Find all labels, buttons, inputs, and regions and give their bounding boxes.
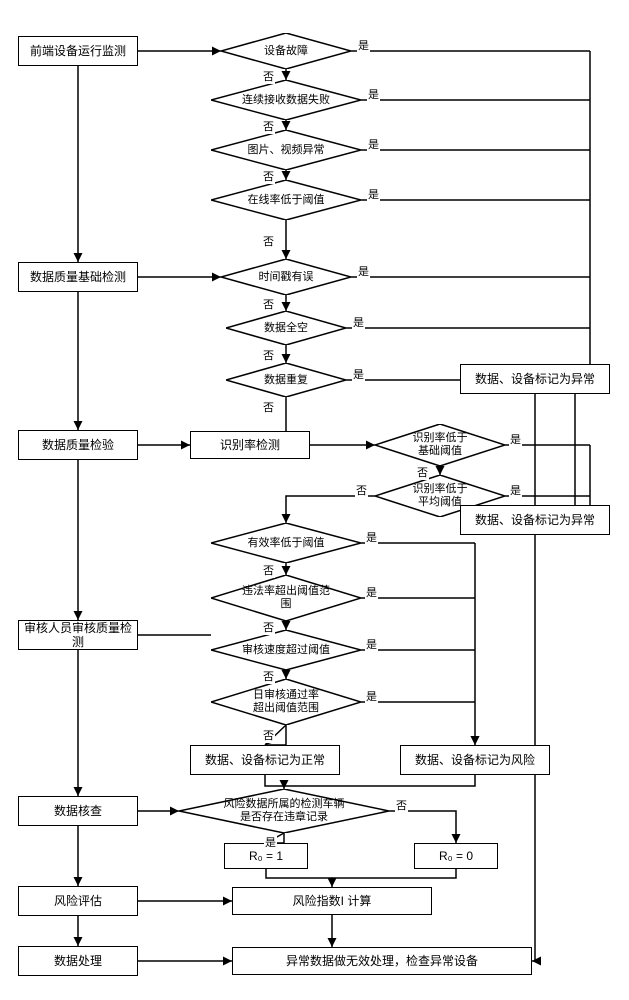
stage-L4: 审核人员审核质量检测 [18,620,138,650]
stage-L2-label: 数据质量基础检测 [30,270,126,284]
yes-D11: 是 [365,584,378,600]
anomaly-A2: 数据、设备标记为异常 [460,505,610,535]
box-FINAL: 异常数据做无效处理，检查异常设备 [232,947,532,975]
stage-L5: 数据核查 [18,796,138,826]
decision-D13-label: 日审核通过率超出阈值范围 [249,689,323,714]
no-D13: 否 [262,727,275,743]
no-D14: 否 [395,797,408,813]
yes-D3: 是 [367,136,380,152]
box-RCALC: 风险指数I 计算 [232,887,432,915]
box-FINAL-label: 异常数据做无效处理，检查异常设备 [286,954,478,968]
no-D9: 否 [355,482,368,498]
flowchart-canvas: 前端设备运行监测数据质量基础检测数据质量检验审核人员审核质量检测数据核查风险评估… [0,0,629,1000]
stage-L7-label: 数据处理 [54,954,102,968]
decision-D12: 审核速度超过阈值 [211,630,361,670]
decision-D4-label: 在线率低于阈值 [244,194,329,207]
stage-L6: 风险评估 [18,886,138,916]
decision-D12-label: 审核速度超过阈值 [238,644,334,657]
decision-D6: 数据全空 [226,311,346,345]
no-D4: 否 [262,233,275,249]
decision-D10: 有效率低于阈值 [211,523,361,563]
no-D10: 否 [262,562,275,578]
stage-L6-label: 风险评估 [54,894,102,908]
yes-D13: 是 [365,688,378,704]
stage-L4-label: 审核人员审核质量检测 [21,621,135,650]
no-D2: 否 [262,118,275,134]
decision-D2: 连续接收数据失败 [211,80,361,120]
box-RR-label: 识别率检测 [220,438,280,452]
decision-D14-label: 风险数据所属的检测车辆是否存在违章记录 [220,798,349,823]
decision-D3-label: 图片、视频异常 [244,144,329,157]
box-RCALC-label: 风险指数I 计算 [293,894,372,908]
decision-D7-label: 数据重复 [260,374,312,387]
anomaly-A2-label: 数据、设备标记为异常 [475,513,595,527]
decision-D6-label: 数据全空 [260,322,312,335]
anomaly-A1-label: 数据、设备标记为异常 [475,372,595,386]
stage-L1: 前端设备运行监测 [18,36,138,66]
no-D12: 否 [262,668,275,684]
box-RISK: 数据、设备标记为风险 [400,745,550,775]
decision-D10-label: 有效率低于阈值 [244,537,329,550]
box-R1-label: R₀ = 1 [249,849,283,863]
box-NORMAL: 数据、设备标记为正常 [190,745,340,775]
yes-D7: 是 [352,366,365,382]
decision-D5-label: 时间戳有误 [255,271,318,284]
no-D11: 否 [262,619,275,635]
stage-L5-label: 数据核查 [54,804,102,818]
box-RISK-label: 数据、设备标记为风险 [415,753,535,767]
yes-D1: 是 [357,37,370,53]
stage-L2: 数据质量基础检测 [18,262,138,292]
decision-D4: 在线率低于阈值 [211,180,361,220]
yes-D2: 是 [367,86,380,102]
box-R0: R₀ = 0 [414,843,498,869]
no-D5: 否 [262,296,275,312]
decision-D7: 数据重复 [226,363,346,397]
no-D8: 否 [416,464,429,480]
stage-L1-label: 前端设备运行监测 [30,44,126,58]
decision-D8-label: 识别率低于基础阈值 [409,432,472,457]
decision-D1-label: 设备故障 [260,45,312,58]
decision-D8: 识别率低于基础阈值 [375,424,505,466]
yes-D12: 是 [365,636,378,652]
no-D1: 否 [262,68,275,84]
no-D7: 否 [262,399,275,415]
yes-D6: 是 [352,314,365,330]
no-D3: 否 [262,168,275,184]
yes-D5: 是 [357,263,370,279]
yes-D4: 是 [367,186,380,202]
box-R0-label: R₀ = 0 [439,849,473,863]
decision-D14: 风险数据所属的检测车辆是否存在违章记录 [179,789,389,833]
yes-D14: 是 [264,834,277,850]
anomaly-A1: 数据、设备标记为异常 [460,364,610,394]
stage-L3: 数据质量检验 [18,430,138,460]
box-RR: 识别率检测 [190,431,310,459]
decision-D11: 违法率超出阈值范围 [211,575,361,621]
decision-D2-label: 连续接收数据失败 [238,94,334,107]
decision-D5: 时间戳有误 [221,259,351,295]
stage-L7: 数据处理 [18,946,138,976]
yes-D9: 是 [509,482,522,498]
no-D6: 否 [262,347,275,363]
stage-L3-label: 数据质量检验 [42,438,114,452]
yes-D8: 是 [509,431,522,447]
decision-D1: 设备故障 [221,33,351,69]
yes-D10: 是 [365,529,378,545]
decision-D3: 图片、视频异常 [211,130,361,170]
decision-D13: 日审核通过率超出阈值范围 [211,679,361,725]
decision-D9-label: 识别率低于平均阈值 [409,483,472,508]
box-NORMAL-label: 数据、设备标记为正常 [205,753,325,767]
decision-D11-label: 违法率超出阈值范围 [238,585,334,610]
